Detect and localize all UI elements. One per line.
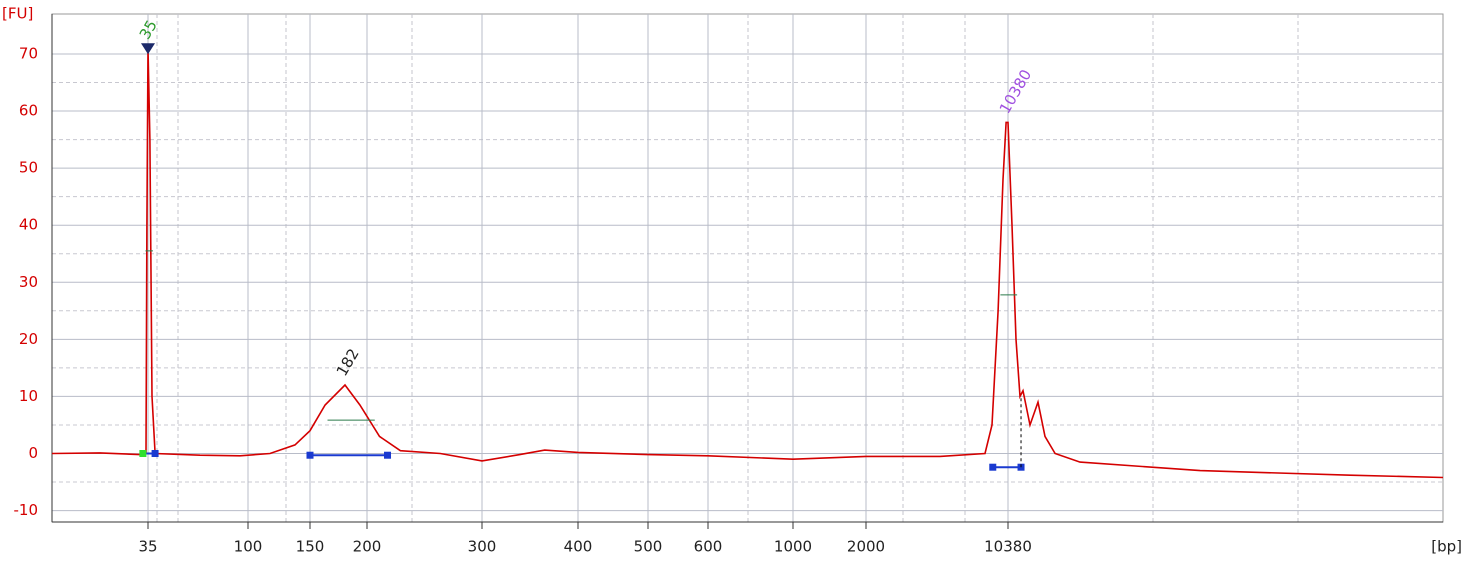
x-tick-label: 200: [353, 538, 382, 556]
x-tick-label: 150: [296, 538, 325, 556]
y-tick-label: 40: [19, 216, 38, 234]
x-tick-label: 35: [138, 538, 157, 556]
region-end: [384, 451, 392, 459]
peak-marker: [141, 43, 155, 55]
x-tick-label: 10380: [984, 538, 1032, 556]
x-tick-label: 100: [234, 538, 263, 556]
region-start: [989, 463, 997, 471]
y-axis-label: [FU]: [2, 5, 33, 23]
y-tick-label: -10: [14, 501, 39, 519]
x-tick-label: 500: [634, 538, 663, 556]
y-tick-label: 30: [19, 273, 38, 291]
y-tick-label: 0: [28, 444, 38, 462]
x-tick-label: 2000: [847, 538, 885, 556]
y-tick-label: 70: [19, 44, 38, 62]
trace: [51, 48, 1444, 479]
region-start: [306, 451, 314, 459]
region-end: [151, 450, 159, 458]
y-tick-label: 60: [19, 102, 38, 120]
x-axis-label: [bp]: [1431, 538, 1462, 556]
x-tick-label: 600: [694, 538, 723, 556]
y-tick-label: 50: [19, 159, 38, 177]
region-start: [139, 450, 147, 458]
y-tick-label: 20: [19, 330, 38, 348]
x-tick-label: 400: [564, 538, 593, 556]
y-tick-label: 10: [19, 387, 38, 405]
x-tick-label: 300: [468, 538, 497, 556]
ladder-grid: [156, 14, 1299, 522]
x-tick-label: 1000: [774, 538, 812, 556]
